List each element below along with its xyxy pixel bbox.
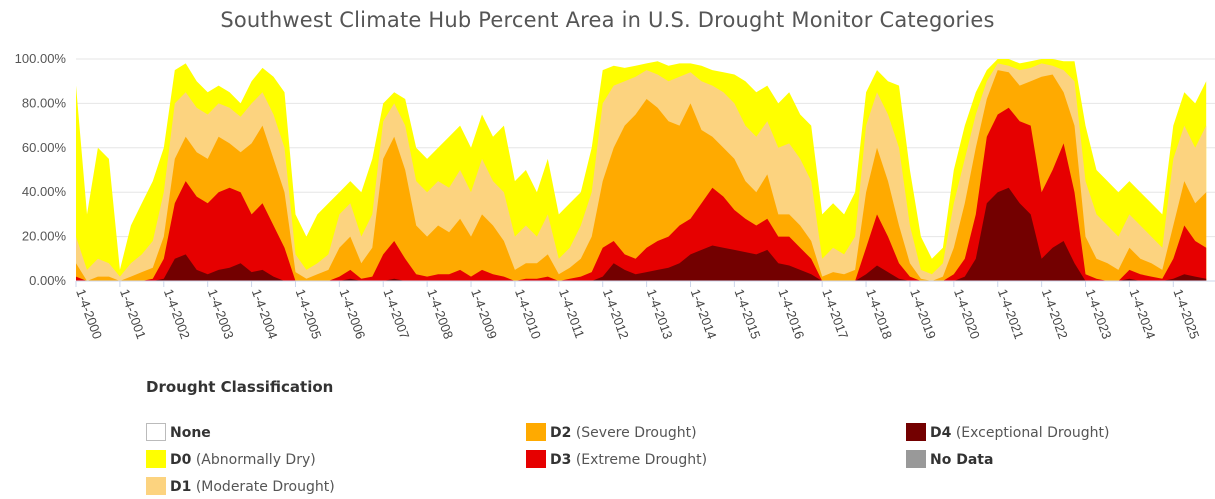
legend-code: D0	[170, 452, 192, 468]
legend-code: D1	[170, 479, 192, 495]
legend-code: D3	[550, 452, 572, 468]
x-tick-label: 1-4-2018	[863, 287, 895, 341]
legend-item-d0[interactable]: D0 (Abnormally Dry)	[146, 448, 316, 468]
x-tick-label: 1-4-2022	[1039, 287, 1071, 341]
legend-description: (Abnormally Dry)	[191, 452, 316, 468]
legend-swatch	[526, 423, 546, 441]
x-tick-label: 1-4-2021	[995, 287, 1027, 341]
legend-item-d3[interactable]: D3 (Extreme Drought)	[526, 448, 707, 468]
legend-item-none[interactable]: None	[146, 421, 211, 441]
x-tick-label: 1-4-2012	[600, 287, 632, 341]
y-tick-label: 40.00%	[22, 184, 67, 199]
x-tick-label: 1-4-2014	[688, 287, 720, 341]
x-tick-label: 1-4-2006	[337, 287, 369, 341]
legend-description: (Exceptional Drought)	[951, 425, 1110, 441]
legend-code: D2	[550, 425, 572, 441]
chart-title: Southwest Climate Hub Percent Area in U.…	[220, 8, 995, 32]
x-axis: 1-4-2000 1-4-2001 1-4-2002 1-4-2003 1-4-2004…	[73, 280, 1215, 341]
x-tick-label: 1-4-2013	[644, 287, 676, 341]
x-tick-label: 1-4-2015	[732, 287, 764, 341]
legend-swatch	[146, 423, 166, 441]
legend-label: D4 (Exceptional Drought)	[930, 425, 1109, 441]
x-tick-label: 1-4-2008	[424, 287, 456, 341]
y-tick-label: 20.00%	[22, 229, 67, 244]
legend-label: D0 (Abnormally Dry)	[170, 452, 316, 468]
legend-swatch	[526, 450, 546, 468]
y-tick-label: 60.00%	[22, 140, 67, 155]
x-tick-label: 1-4-2017	[819, 287, 851, 341]
x-tick-label: 1-4-2000	[73, 287, 105, 341]
x-tick-label: 1-4-2010	[512, 287, 544, 341]
legend-item-d1[interactable]: D1 (Moderate Drought)	[146, 475, 335, 495]
y-tick-label: 100.00%	[15, 51, 67, 66]
x-tick-label: 1-4-2011	[556, 287, 588, 340]
legend-code: No Data	[930, 452, 994, 468]
drought-area-chart: 0.00% 20.00% 40.00% 60.00% 80.00% 100.00% 1-4…	[15, 51, 1215, 341]
legend-label: D2 (Severe Drought)	[550, 425, 697, 441]
x-tick-label: 1-4-2009	[468, 287, 500, 341]
x-tick-label: 1-4-2020	[951, 287, 983, 341]
y-tick-label: 80.00%	[22, 95, 67, 110]
legend-title: Drought Classification	[146, 378, 334, 396]
legend-label: D1 (Moderate Drought)	[170, 479, 335, 495]
legend-code: D4	[930, 425, 952, 441]
x-tick-label: 1-4-2002	[161, 287, 193, 341]
x-tick-label: 1-4-2024	[1127, 287, 1159, 341]
area-series-d2[interactable]	[76, 70, 1207, 281]
legend-item-d4[interactable]: D4 (Exceptional Drought)	[906, 421, 1109, 441]
legend-code: None	[170, 425, 211, 441]
legend-description: (Extreme Drought)	[571, 452, 708, 468]
area-series-group	[76, 59, 1207, 282]
legend-item-no-data[interactable]: No Data	[906, 448, 993, 468]
x-tick-label: 1-4-2016	[775, 287, 807, 341]
y-tick-label: 0.00%	[29, 273, 66, 288]
x-tick-label: 1-4-2025	[1170, 287, 1202, 341]
x-tick-label: 1-4-2007	[380, 287, 412, 341]
x-tick-label: 1-4-2004	[249, 287, 281, 341]
legend-swatch	[906, 450, 926, 468]
legend-label: None	[170, 425, 211, 441]
x-tick-label: 1-4-2003	[205, 287, 237, 341]
legend-label: No Data	[930, 452, 993, 468]
legend-swatch	[146, 450, 166, 468]
x-tick-label: 1-4-2001	[117, 287, 149, 341]
legend-swatch	[906, 423, 926, 441]
x-tick-label: 1-4-2019	[907, 287, 939, 341]
area-series-d4[interactable]	[76, 187, 1207, 281]
y-axis: 0.00% 20.00% 40.00% 60.00% 80.00% 100.00%	[15, 51, 67, 288]
legend-description: (Severe Drought)	[571, 425, 697, 441]
legend-label: D3 (Extreme Drought)	[550, 452, 707, 468]
legend-swatch	[146, 477, 166, 495]
legend-item-d2[interactable]: D2 (Severe Drought)	[526, 421, 697, 441]
x-tick-label: 1-4-2023	[1083, 287, 1115, 341]
legend-description: (Moderate Drought)	[191, 479, 335, 495]
x-tick-label: 1-4-2005	[293, 287, 325, 341]
